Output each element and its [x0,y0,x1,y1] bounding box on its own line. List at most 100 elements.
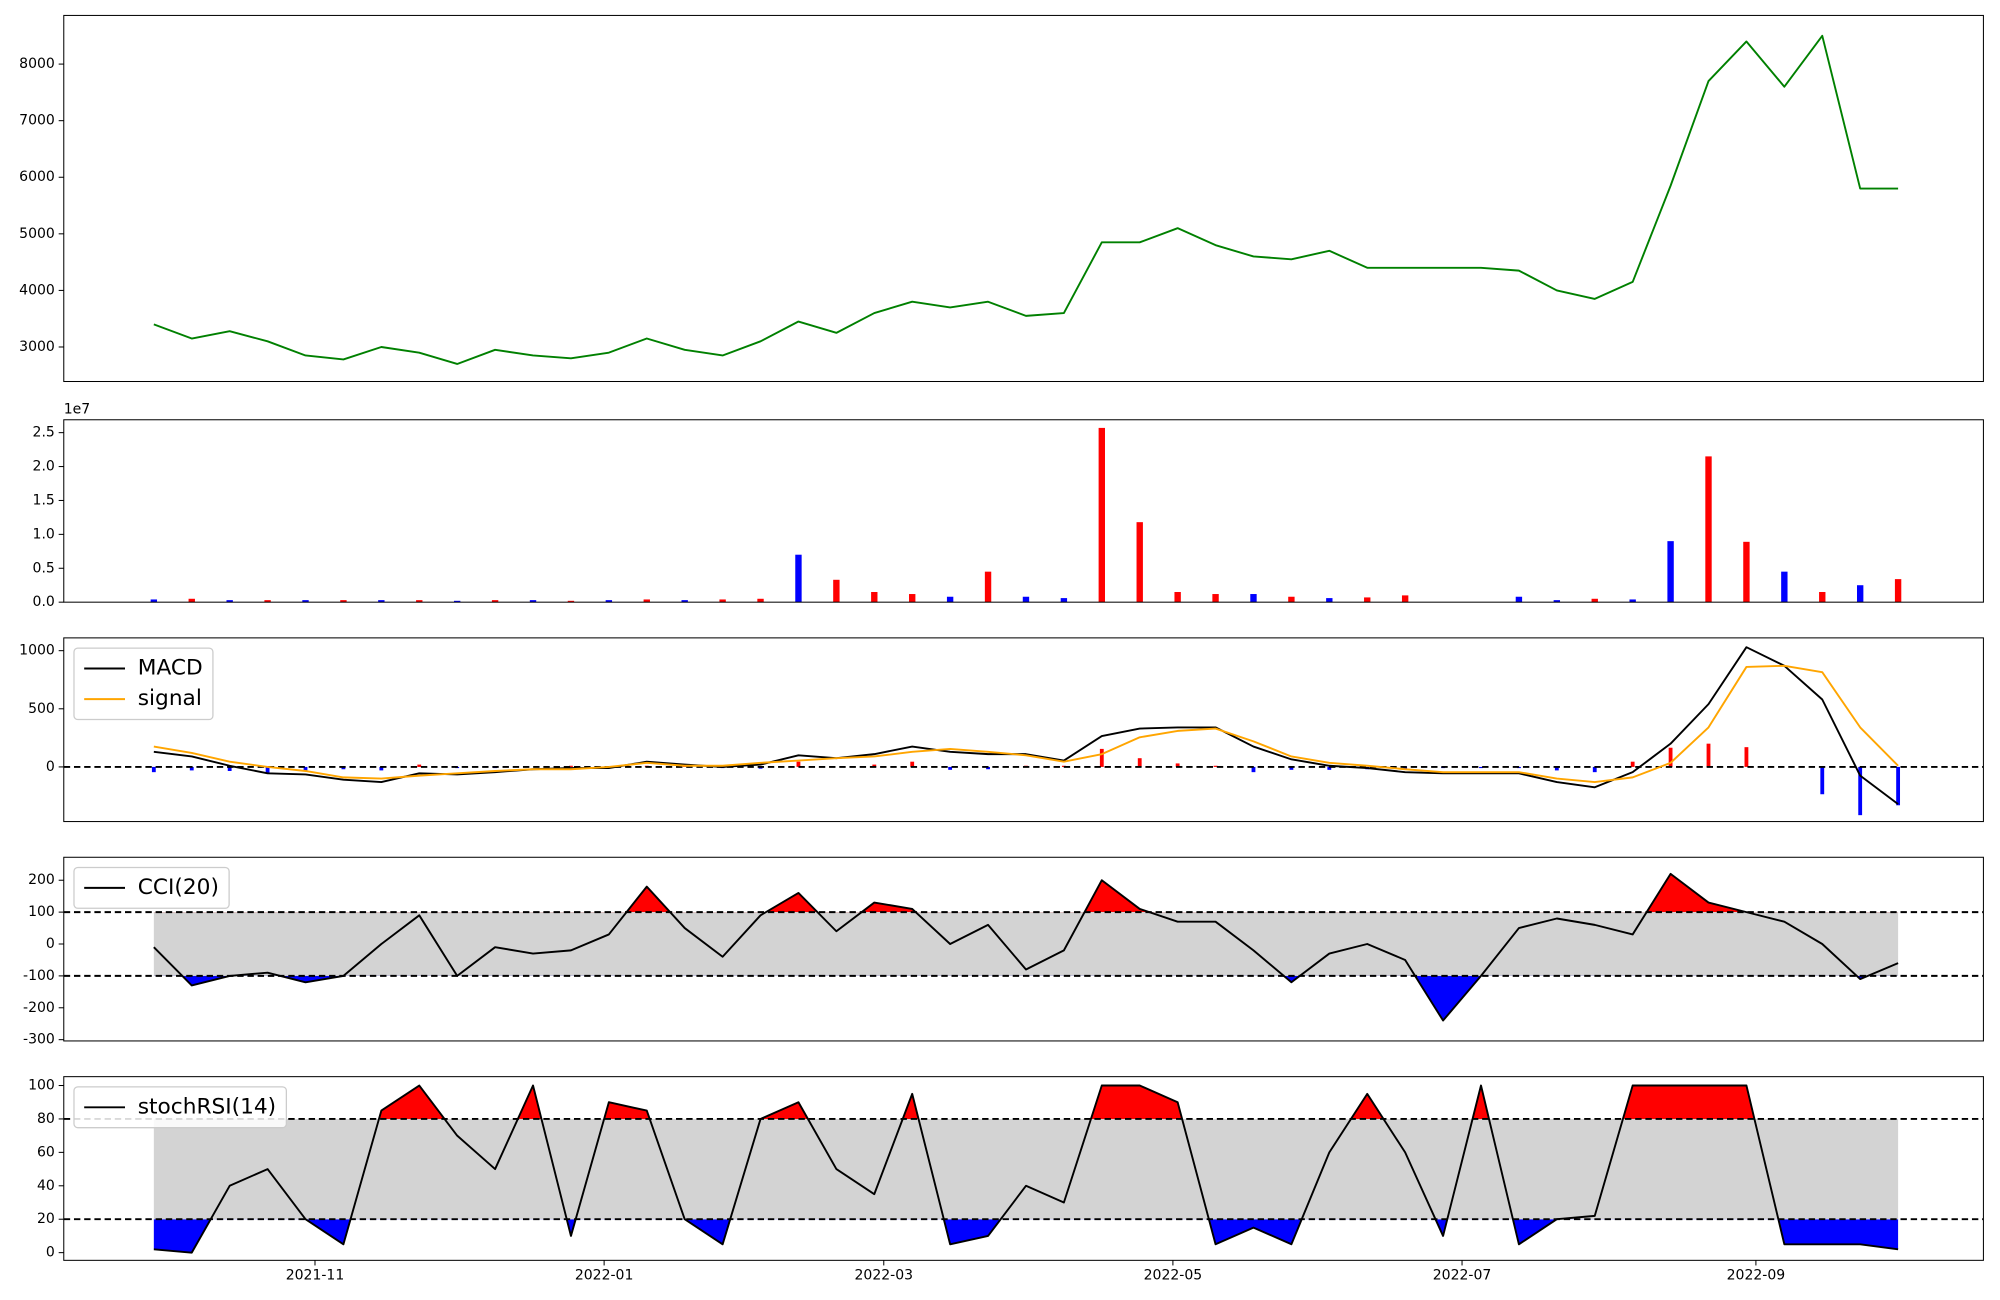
axis-offset-label: 1e7 [64,402,90,418]
volume-bar [1288,596,1295,603]
volume-bar [188,598,195,603]
volume-bar [150,599,158,603]
volume-bar [1364,597,1371,603]
plot-frame [63,419,1984,603]
oversold-fill [153,975,1899,1021]
y-tick-label: -100 [23,968,55,984]
series-line [153,664,1899,783]
volume-bar [1060,598,1068,603]
volume-bar [795,554,802,603]
volume-bar [453,600,461,603]
legend-label: CCI(20) [138,875,219,900]
volume-bar [871,591,878,603]
x-tick-label: 2022-01 [575,1268,634,1284]
histogram-bar [227,766,232,771]
volume-bar [1667,541,1674,603]
y-tick-label: 0.5 [33,560,55,576]
series-line [153,34,1899,365]
y-tick-label: 7000 [19,113,55,129]
y-tick-label: 20 [37,1211,55,1227]
x-tick-label: 2022-09 [1727,1268,1786,1284]
series-line [153,646,1899,805]
y-tick-label: 80 [37,1111,55,1127]
y-tick-label: 8000 [19,56,55,72]
volume-bar [529,600,537,603]
volume-bar [719,599,726,603]
y-tick-label: 4000 [19,282,55,298]
volume-bar [1136,522,1143,603]
legend-box [73,647,214,721]
y-tick-label: -200 [23,1000,55,1016]
legend-box [73,1086,288,1129]
volume-bar [909,594,916,603]
histogram-bar [1327,766,1332,770]
histogram-bar [1744,747,1749,767]
volume-bar [681,600,688,603]
histogram-bar [1630,761,1635,767]
overbought-fill [153,873,1899,913]
legend-label: stochRSI(14) [138,1094,276,1119]
y-tick-label: 0.0 [33,594,55,610]
y-tick-label: 1.0 [33,526,55,542]
volume-bar [1591,598,1598,603]
histogram-bar [910,761,915,767]
y-tick-label: 1.5 [33,492,55,508]
histogram-bar [796,761,801,767]
x-tick-label: 2022-05 [1144,1268,1203,1284]
volume-bar [1856,585,1864,603]
volume-bar [1098,427,1105,603]
y-tick-label: 40 [37,1178,55,1194]
volume-bar [605,600,613,603]
y-tick-label: 0 [46,936,55,952]
neutral-band [153,1118,1899,1220]
volume-bar [757,598,764,603]
volume-bar [416,600,423,603]
volume-bar [984,571,992,603]
histogram-bar [1479,766,1483,769]
volume-bar [1326,598,1333,603]
volume-bar [567,600,575,603]
histogram-bar [1592,766,1597,773]
volume-bar [302,600,309,603]
histogram-bar [569,765,573,767]
oversold-fill [153,1219,1899,1253]
series-line [153,1084,1899,1254]
histogram-bar [265,766,270,774]
histogram-bar [1820,766,1825,795]
histogram-bar [189,766,194,771]
volume-bar [1629,599,1636,603]
histogram-bar [1668,747,1673,767]
x-tick-label: 2022-07 [1433,1268,1492,1284]
y-tick-label: 3000 [19,339,55,355]
histogram-bar [986,766,990,770]
histogram-bar [1289,766,1294,770]
histogram-bar [872,764,877,767]
histogram-bar [1099,748,1104,767]
volume-bar [1819,591,1826,603]
series-line [153,872,1899,1022]
volume-bar [491,600,499,603]
histogram-bar [1175,763,1180,767]
volume-bar [340,600,347,603]
legend-label: MACD [138,655,203,680]
volume-bar [643,599,650,603]
volume-bar [1401,595,1409,603]
y-tick-label: 6000 [19,169,55,185]
volume-bar [1705,456,1712,603]
histogram-bar [1706,743,1711,767]
histogram-bar [1137,758,1142,767]
y-tick-label: 100 [28,904,55,920]
volume-bar [1174,591,1181,603]
histogram-bar [1554,766,1559,771]
histogram-bar [151,766,156,773]
histogram-bar [303,766,308,771]
histogram-bar [1858,766,1863,816]
overbought-fill [153,1085,1899,1119]
volume-bar [1781,571,1788,603]
volume-bar [1743,541,1750,603]
histogram-bar [948,766,953,770]
volume-bar [1022,596,1030,603]
y-tick-label: 200 [28,872,55,888]
volume-bar [833,579,840,603]
